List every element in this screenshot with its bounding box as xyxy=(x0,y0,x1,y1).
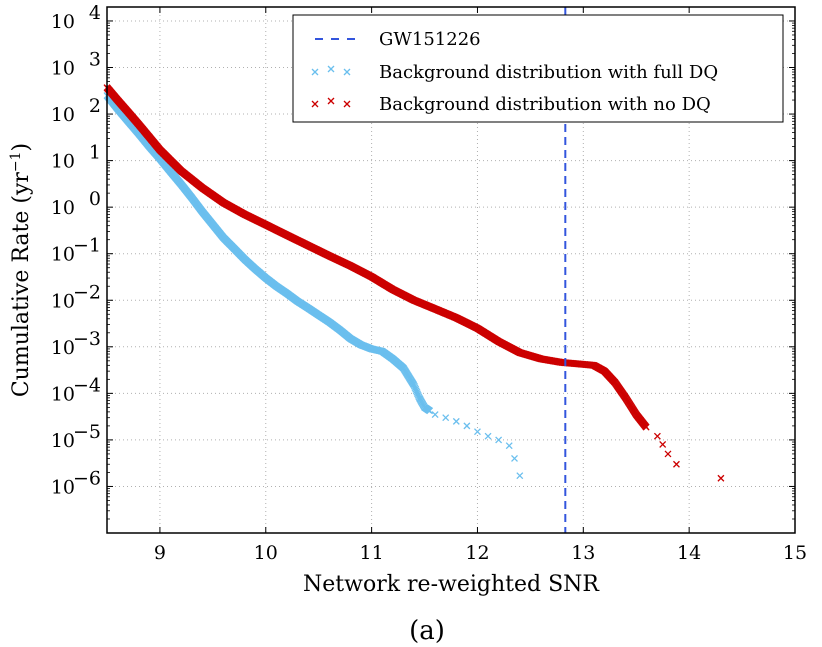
x-tick-label: 9 xyxy=(154,542,166,564)
y-tick-label: 10 xyxy=(51,383,75,405)
y-axis-title-close: ) xyxy=(9,143,34,152)
y-tick-exponent: −5 xyxy=(73,421,101,443)
y-axis-title-text: Cumulative Rate (yr xyxy=(9,172,34,398)
x-tick-label: 14 xyxy=(677,542,701,564)
data-point xyxy=(484,432,492,440)
x-tick-label: 10 xyxy=(254,542,278,564)
y-tick-label: 10 xyxy=(51,151,75,173)
legend-marker-full-dq xyxy=(311,65,351,76)
x-tick-label: 13 xyxy=(571,542,595,564)
y-tick-exponent: −6 xyxy=(73,467,101,489)
y-tick-label: 10 xyxy=(51,290,75,312)
y-tick-exponent: 0 xyxy=(89,188,101,210)
data-point xyxy=(516,472,524,480)
data-point xyxy=(426,407,434,415)
x-tick-label: 15 xyxy=(783,542,807,564)
y-tick-label: 10 xyxy=(51,244,75,266)
y-tick-exponent: 3 xyxy=(89,49,101,71)
legend: GW151226 Background distribution with ful… xyxy=(292,14,784,123)
y-tick-exponent: 4 xyxy=(89,2,101,24)
series-no-dq xyxy=(103,84,725,482)
legend-box xyxy=(292,14,784,123)
legend-label-gw151226: GW151226 xyxy=(379,29,481,50)
data-point xyxy=(452,417,460,425)
data-point xyxy=(505,442,513,450)
legend-marker-no-dq xyxy=(311,97,351,108)
figure-caption: (a) xyxy=(409,616,445,646)
data-point xyxy=(672,460,680,468)
y-tick-label: 10 xyxy=(51,104,75,126)
plot-frame xyxy=(106,6,796,534)
data-point xyxy=(495,436,503,444)
y-tick-exponent: 1 xyxy=(89,142,101,164)
y-tick-exponent: −3 xyxy=(73,328,101,350)
plot-data xyxy=(103,7,725,533)
series-full-dq xyxy=(103,92,524,480)
y-tick-label: 10 xyxy=(51,430,75,452)
data-point xyxy=(474,428,481,436)
y-tick-exponent: −1 xyxy=(73,235,101,257)
data-point xyxy=(717,474,725,482)
data-point xyxy=(664,450,672,458)
y-tick-label: 10 xyxy=(51,11,75,33)
y-axis-title-exponent: −1 xyxy=(8,151,24,172)
y-axis-title: Cumulative Rate (yr−1) xyxy=(8,143,34,397)
data-point xyxy=(463,422,471,430)
legend-label-full-dq: Background distribution with full DQ xyxy=(379,62,718,83)
x-tick-label: 12 xyxy=(465,542,489,564)
y-tick-label: 10 xyxy=(51,58,75,80)
y-tick-exponent: 2 xyxy=(89,95,101,117)
legend-label-no-dq: Background distribution with no DQ xyxy=(379,94,711,115)
data-point xyxy=(642,423,650,431)
y-tick-exponent: −4 xyxy=(73,374,101,396)
data-point xyxy=(431,411,439,419)
y-tick-exponent: −2 xyxy=(73,281,101,303)
data-point xyxy=(659,440,667,448)
x-tick-label: 11 xyxy=(360,542,384,564)
y-tick-label: 10 xyxy=(51,476,75,498)
x-axis: 9 10 11 12 13 14 15 xyxy=(154,7,807,564)
y-tick-label: 10 xyxy=(51,337,75,359)
x-axis-title: Network re-weighted SNR xyxy=(303,572,600,597)
data-point xyxy=(511,454,518,462)
data-point xyxy=(442,414,450,422)
y-tick-label: 10 xyxy=(51,197,75,219)
data-point xyxy=(653,432,661,440)
